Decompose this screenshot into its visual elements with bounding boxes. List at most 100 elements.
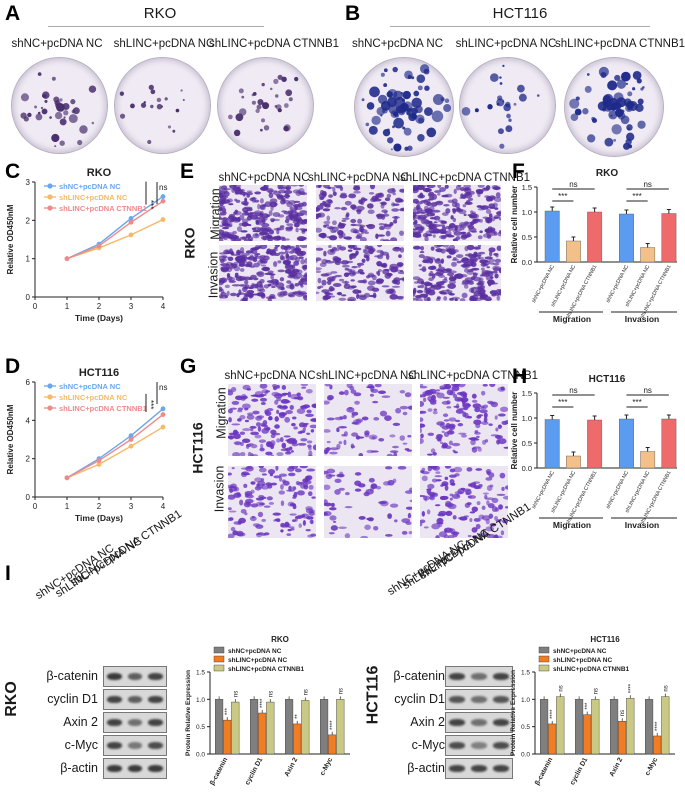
y-tick-label: 0.5 <box>521 724 530 731</box>
wb-rko-blot-0 <box>103 666 167 687</box>
bar-β-catenin-1 <box>540 699 549 755</box>
bar-cyclin D1-1 <box>575 699 584 755</box>
bar-3 <box>587 211 603 263</box>
x-tick-label: 4 <box>161 502 166 511</box>
transwell-image-g-0-2 <box>420 384 508 456</box>
wb-band <box>148 696 163 703</box>
group-label: Invasion <box>625 314 659 324</box>
sig-label: *** <box>585 702 591 710</box>
sig-label: *** <box>146 200 155 209</box>
y-tick-label: 1 <box>26 255 31 264</box>
x-tick-label: Axin 2 <box>609 756 625 777</box>
sig-label: ns <box>569 386 577 395</box>
bar-6 <box>661 213 677 263</box>
legend-label: shLINC+pcDNA CTNNB1 <box>553 666 630 673</box>
bar-cyclin D1-1 <box>250 699 259 755</box>
data-point <box>64 475 70 481</box>
wb-band <box>471 765 487 772</box>
panel-label-f: F <box>512 160 525 183</box>
panel-b-group-2: shLINC+pcDNA NC <box>455 38 557 50</box>
y-tick-label: 6 <box>26 378 31 387</box>
x-tick-label: 3 <box>129 502 134 511</box>
wb-band <box>449 673 465 680</box>
bar-cyclin D1-3 <box>591 699 600 755</box>
data-point <box>128 232 134 238</box>
data-point <box>160 406 166 412</box>
wb-hct-label-4: β-actin <box>407 761 445 775</box>
bar-6 <box>661 418 677 469</box>
colony-dish-5 <box>460 58 555 153</box>
panel-e-col-2: shLINC+pcDNA NC <box>308 172 409 184</box>
wb-band <box>107 673 122 680</box>
y-tick-label: 0.5 <box>196 724 205 731</box>
y-tick-label: 1.5 <box>196 670 205 677</box>
bar-Axin 2-1 <box>610 699 619 755</box>
y-axis-label: Relative OD450nM <box>6 204 15 274</box>
wb-band <box>127 673 143 680</box>
x-tick-label: 0 <box>33 302 38 311</box>
chart-title: RKO <box>596 168 618 179</box>
y-tick-label: 0.0 <box>196 752 205 759</box>
chart-title: RKO <box>87 167 112 179</box>
sig-label: *** <box>146 400 155 409</box>
bar-cyclin D1-3 <box>266 701 275 755</box>
panel-label-c: C <box>5 160 21 183</box>
panel-a-group-3: shLINC+pcDNA CTNNB1 <box>208 38 340 50</box>
panel-label-h: H <box>512 365 528 388</box>
x-tick-label: 1 <box>65 302 70 311</box>
series-line-2 <box>66 426 164 479</box>
wb-band <box>449 765 465 772</box>
transwell-image-e-0-1 <box>316 185 404 241</box>
wb-band <box>449 742 465 749</box>
legend-label: shNC+pcDNA NC <box>228 648 282 655</box>
chart-title: HCT116 <box>590 635 620 644</box>
bar-c-Myc-3 <box>661 696 670 755</box>
colony-dish-1 <box>12 58 107 153</box>
wb-band <box>148 742 163 749</box>
sig-label: **** <box>628 683 634 693</box>
sig-label: ns <box>338 688 344 694</box>
wb-rko-blot-1 <box>103 689 167 710</box>
panel-label-a: A <box>5 2 21 25</box>
legend-label: shNC+pcDNA NC <box>59 382 121 391</box>
y-tick-label: 0.0 <box>521 752 530 759</box>
wb-band <box>148 673 163 680</box>
sig-label: **** <box>260 698 266 708</box>
series-line-1 <box>66 408 164 479</box>
colony-dish-4 <box>355 58 453 156</box>
panel-g-row-migration: Migration <box>214 387 229 439</box>
chart-title: HCT116 <box>589 374 626 385</box>
y-tick-label: 0 <box>26 493 31 502</box>
bar-1 <box>544 210 560 263</box>
panel-g-col-2: shLINC+pcDNA NC <box>316 370 417 382</box>
bar-Axin 2-1 <box>285 699 294 755</box>
y-tick-label: 1.5 <box>522 389 532 398</box>
bar-2 <box>566 455 581 469</box>
wb-rko-label-1: cyclin D1 <box>47 692 98 706</box>
sig-label: **** <box>550 709 556 719</box>
legend-label: shNC+pcDNA NC <box>59 182 121 191</box>
y-tick-label: 0.0 <box>522 464 532 473</box>
y-tick-label: 0.5 <box>522 233 532 242</box>
wb-hct-label-2: Axin 2 <box>410 715 445 729</box>
transwell-image-g-0-1 <box>324 384 412 456</box>
wb-hct-blot-4 <box>445 758 513 779</box>
wb-hct-label-1: cyclin D1 <box>394 692 445 706</box>
sig-label: ns <box>159 383 167 392</box>
panel-g-col-3: shLINC+pcDNA CTNNB1 <box>408 370 539 382</box>
panel-a-group-1: shNC+pcDNA NC <box>11 38 103 50</box>
bar-cyclin D1-2 <box>258 712 267 755</box>
x-tick-label: 2 <box>97 302 102 311</box>
wb-band <box>127 696 143 703</box>
data-point <box>64 256 70 262</box>
bar-4 <box>619 418 634 469</box>
y-tick-label: 1.5 <box>522 183 532 192</box>
bar-c-Myc-1 <box>320 699 329 755</box>
wb-rko-blot-3 <box>103 735 167 756</box>
sig-label: ns <box>233 691 239 697</box>
transwell-image-g-1-1 <box>324 466 412 538</box>
panel-e-col-3: shLINC+pcDNA CTNNB1 <box>400 172 531 184</box>
wb-hct-blot-1 <box>445 689 513 710</box>
data-point <box>96 243 102 249</box>
data-point <box>128 433 134 439</box>
